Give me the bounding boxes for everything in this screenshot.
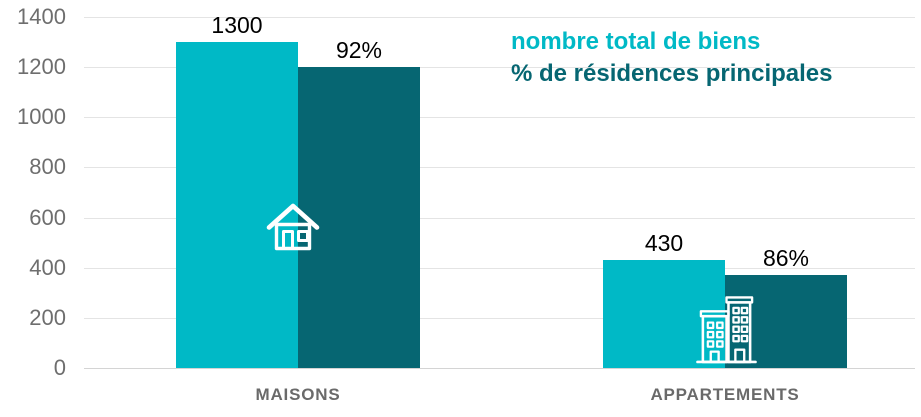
gridline [84,218,915,219]
category-label: APPARTEMENTS [650,385,800,404]
y-tick-label: 0 [53,355,66,380]
gridline [84,67,915,68]
y-tick-label: 600 [29,205,66,230]
gridline [84,268,915,269]
bar-value-label: 1300 [211,12,263,38]
y-tick-label: 1400 [17,4,66,29]
bar-total-maisons [176,42,298,368]
gridline [84,318,915,319]
x-axis-line [84,368,915,369]
y-tick-label: 800 [29,154,66,179]
legend-item-total: nombre total de biens [511,28,761,55]
gridline [84,17,915,18]
y-tick-label: 1000 [17,104,66,129]
bar-value-label: 92% [335,37,383,63]
gridline [84,167,915,168]
y-tick-label: 1200 [17,54,66,79]
y-tick-label: 400 [29,255,66,280]
house-icon [266,203,320,251]
buildings-icon [696,296,757,364]
y-tick-label: 200 [29,305,66,330]
legend-item-percent: % de résidences principales [511,60,833,87]
category-label: MAISONS [255,385,341,404]
bar-percent-maisons [298,67,420,368]
bar-value-label: 430 [644,230,684,256]
legend: nombre total de biens % de résidences pr… [511,26,832,90]
gridline [84,117,915,118]
bar-value-label: 86% [762,245,810,271]
bar-total-appartements [603,260,725,368]
